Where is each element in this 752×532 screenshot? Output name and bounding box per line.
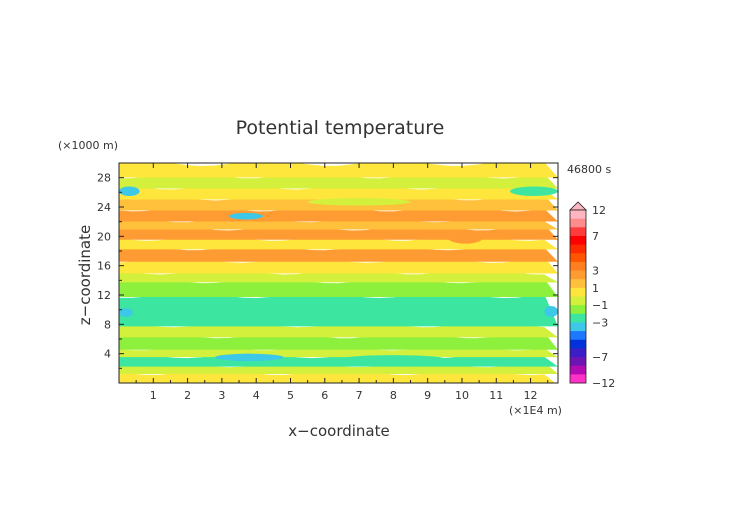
y-axis-label: z−coordinate (76, 225, 94, 325)
colorbar-swatch (570, 305, 586, 315)
colorbar-swatch (570, 287, 586, 297)
y-tick-label: 4 (104, 348, 111, 361)
colorbar-swatch (570, 227, 586, 237)
y-unit-label: (×1000 m) (58, 139, 118, 152)
colorbar-swatch (570, 357, 586, 367)
colorbar-swatch (570, 374, 586, 384)
x-tick-label: 7 (356, 389, 363, 402)
x-tick-label: 11 (489, 389, 503, 402)
heatmap-feature (119, 308, 133, 317)
y-tick-label: 12 (97, 289, 111, 302)
colorbar-extend-arrow (569, 201, 587, 211)
colorbar-swatch (570, 348, 586, 358)
y-tick-label: 16 (97, 260, 111, 273)
colorbar-swatch (570, 218, 586, 228)
x-tick-label: 1 (150, 389, 157, 402)
y-tick-label: 20 (97, 230, 111, 243)
colorbar-swatch (570, 365, 586, 375)
colorbar-label: −1 (592, 299, 608, 312)
heatmap-feature (341, 355, 445, 363)
y-tick-label: 28 (97, 172, 111, 185)
colorbar-swatch (570, 322, 586, 332)
heatmap-feature (228, 212, 264, 220)
colorbar-label: −3 (592, 316, 608, 329)
x-tick-label: 3 (218, 389, 225, 402)
colorbar-label: 1 (592, 282, 599, 295)
colorbar-label: 12 (592, 204, 606, 217)
heatmap-feature (119, 186, 140, 196)
heatmap-band (119, 163, 558, 178)
colorbar-label: −12 (592, 377, 615, 390)
x-tick-label: 9 (424, 389, 431, 402)
time-label: 46800 s (567, 163, 611, 176)
colorbar-swatch (570, 331, 586, 341)
x-tick-label: 5 (287, 389, 294, 402)
x-tick-label: 6 (321, 389, 328, 402)
heatmap-feature (307, 303, 394, 310)
heatmap-feature (215, 353, 284, 362)
x-tick-label: 12 (524, 389, 538, 402)
colorbar-swatch (570, 253, 586, 263)
colorbar-swatch (570, 279, 586, 289)
heatmap-feature (509, 186, 558, 196)
heatmap-feature (448, 232, 483, 244)
colorbar-swatch (570, 235, 586, 246)
colorbar-swatch (570, 210, 586, 220)
heatmap-feature (307, 198, 411, 206)
plot-frame (118, 162, 559, 384)
heatmap-feature (544, 306, 558, 317)
y-tick-label: 8 (104, 318, 111, 331)
colorbar-label: 3 (592, 265, 599, 278)
x-unit-label: (×1E4 m) (509, 404, 562, 417)
colorbar-swatch (570, 339, 586, 349)
colorbar-label: 7 (592, 230, 599, 243)
x-tick-label: 4 (253, 389, 260, 402)
colorbar-swatch (570, 261, 586, 272)
colorbar-swatch (570, 313, 586, 323)
colorbar-swatch (570, 270, 586, 280)
colorbar-swatch (570, 296, 586, 306)
x-axis-label: x−coordinate (288, 422, 389, 440)
x-tick-label: 8 (390, 389, 397, 402)
x-tick-label: 2 (184, 389, 191, 402)
chart-title: Potential temperature (236, 117, 445, 139)
colorbar-frame (569, 209, 587, 384)
colorbar-label: −7 (592, 351, 608, 364)
y-tick-label: 24 (97, 201, 111, 214)
x-tick-label: 10 (455, 389, 469, 402)
colorbar-swatch (570, 244, 586, 254)
colorbar: 12 7 3 1 −1 −3 −7 −12 (569, 201, 615, 390)
